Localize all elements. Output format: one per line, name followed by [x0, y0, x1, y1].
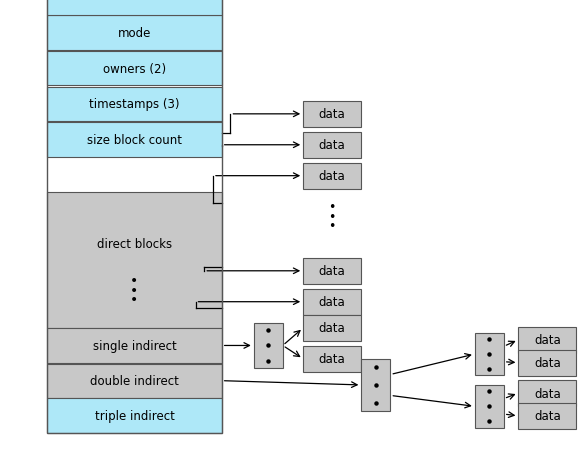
Bar: [47, 398, 222, 433]
Text: data: data: [319, 322, 346, 335]
Text: double indirect: double indirect: [90, 374, 179, 387]
Bar: [47, 0, 222, 433]
Text: •: •: [131, 274, 139, 288]
Text: data: data: [319, 353, 346, 366]
Bar: [518, 327, 577, 353]
Text: data: data: [534, 409, 561, 423]
Bar: [254, 323, 283, 368]
Bar: [303, 258, 361, 284]
Bar: [47, 88, 222, 122]
Text: data: data: [534, 387, 561, 400]
Bar: [47, 364, 222, 398]
Bar: [475, 385, 504, 428]
Text: mode: mode: [118, 27, 151, 40]
Bar: [303, 289, 361, 315]
Text: direct blocks: direct blocks: [97, 238, 172, 251]
Text: •: •: [329, 219, 336, 233]
Bar: [361, 359, 391, 411]
Bar: [47, 52, 222, 86]
Text: •: •: [329, 201, 336, 214]
Bar: [475, 333, 504, 376]
Bar: [518, 380, 577, 406]
Bar: [518, 350, 577, 376]
Text: •: •: [131, 283, 139, 298]
Text: data: data: [319, 296, 346, 308]
Text: triple indirect: triple indirect: [94, 409, 174, 422]
Bar: [303, 163, 361, 189]
Text: data: data: [319, 170, 346, 183]
Bar: [47, 0, 222, 16]
Bar: [518, 403, 577, 429]
Bar: [47, 328, 222, 363]
Text: owners (2): owners (2): [103, 62, 166, 76]
Text: data: data: [319, 139, 346, 152]
Text: data: data: [534, 357, 561, 369]
Text: single indirect: single indirect: [93, 339, 176, 352]
Text: •: •: [131, 293, 139, 307]
Bar: [47, 16, 222, 50]
Bar: [47, 123, 222, 157]
Bar: [303, 132, 361, 159]
Text: timestamps (3): timestamps (3): [89, 98, 180, 111]
Bar: [303, 346, 361, 372]
Text: data: data: [319, 108, 346, 121]
Bar: [303, 101, 361, 128]
Text: size block count: size block count: [87, 134, 182, 147]
Text: data: data: [319, 265, 346, 278]
Bar: [47, 193, 222, 328]
Text: •: •: [329, 210, 336, 223]
Text: data: data: [534, 334, 561, 347]
Bar: [303, 315, 361, 341]
